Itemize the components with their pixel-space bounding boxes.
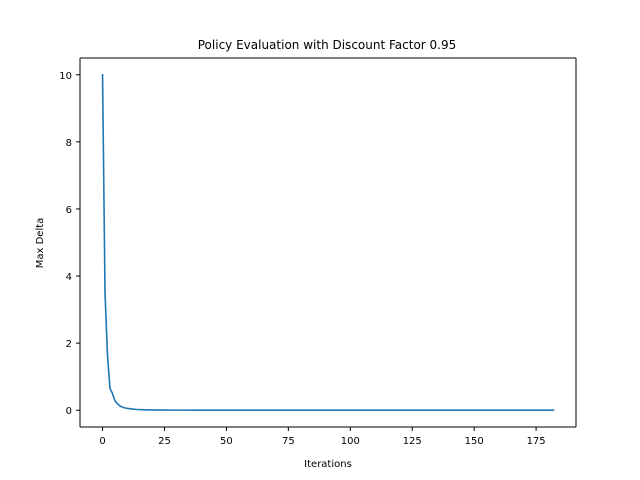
x-tick-label: 25 xyxy=(158,436,171,447)
series-layer xyxy=(101,73,555,412)
x-tick-label: 175 xyxy=(527,436,546,447)
series-line-1 xyxy=(101,73,555,412)
x-axis-ticks: 0 25 50 75 100 125 150 175 xyxy=(99,427,546,447)
x-tick-label: 0 xyxy=(99,436,105,447)
y-tick-label: 6 xyxy=(66,205,72,216)
x-tick-label: 150 xyxy=(465,436,484,447)
plot-frame xyxy=(79,57,577,428)
chart-title: Policy Evaluation with Discount Factor 0… xyxy=(198,38,457,52)
y-tick-label: 2 xyxy=(66,339,72,350)
x-tick-label: 75 xyxy=(282,436,295,447)
x-tick-label: 50 xyxy=(220,436,233,447)
y-axis-ticks: 0 2 4 6 8 10 xyxy=(59,71,80,417)
x-tick-label: 100 xyxy=(341,436,360,447)
y-axis-label: Max Delta xyxy=(35,218,46,269)
y-tick-label: 8 xyxy=(66,138,72,149)
x-tick-label: 125 xyxy=(403,436,422,447)
y-tick-label: 4 xyxy=(66,272,72,283)
y-tick-label: 10 xyxy=(59,71,72,82)
y-tick-label: 0 xyxy=(66,406,72,417)
x-axis-label: Iterations xyxy=(304,459,352,470)
plot-area xyxy=(80,58,576,427)
